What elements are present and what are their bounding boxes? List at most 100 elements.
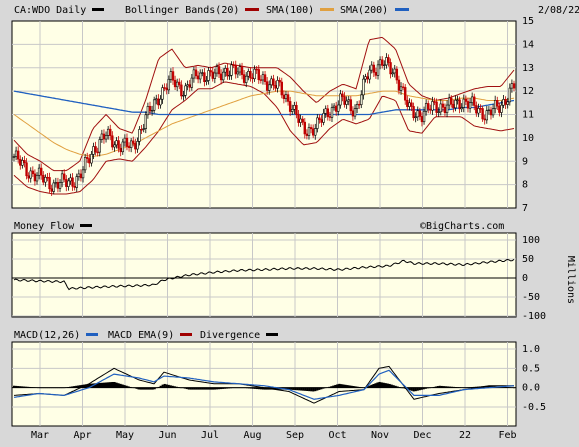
divergence-bar (484, 385, 488, 388)
candle-body (117, 140, 120, 149)
candle-body (54, 182, 58, 184)
divergence-bar (43, 387, 46, 389)
candle-body (146, 106, 150, 116)
divergence-bar (237, 387, 241, 389)
candle-body (249, 70, 252, 79)
divergence-bar (350, 385, 353, 388)
candle-body (498, 105, 501, 113)
candle-body (485, 110, 489, 121)
divergence-bar (183, 387, 186, 389)
divergence-bar (127, 386, 130, 388)
candle-body (144, 114, 147, 129)
candle-body (234, 64, 237, 75)
candle-body (150, 109, 154, 112)
price-tick-label: 10 (522, 133, 534, 144)
candle-body (324, 108, 327, 114)
divergence-bar (155, 387, 158, 389)
candle-body (460, 107, 463, 110)
candle-body (506, 101, 509, 105)
macd-tick-label: 1.0 (522, 344, 540, 355)
candle-body (272, 78, 275, 86)
price-tick-label: 11 (522, 110, 534, 121)
x-axis: Mar Apr May Jun Jul Aug Sep Oct Nov Dec 22 Feb (31, 430, 517, 441)
candle-body (318, 117, 321, 120)
divergence-bar (261, 387, 265, 390)
divergence-bar (29, 386, 32, 388)
divergence-bar (320, 387, 323, 390)
divergence-bar (37, 387, 40, 389)
divergence-bar (314, 387, 317, 392)
divergence-bar (227, 387, 231, 389)
divergence-bar (95, 383, 98, 388)
date-label: 2/08/22 (538, 5, 579, 16)
divergence-bar (326, 387, 329, 388)
candle-body (123, 137, 127, 143)
candle-body (395, 68, 399, 81)
divergence-bar (159, 385, 162, 388)
candle-body (462, 98, 465, 108)
x-tick-label: Dec (413, 430, 431, 441)
candle-body (502, 99, 505, 106)
price-tick-label: 7 (522, 203, 528, 214)
candle-body (288, 101, 292, 112)
divergence-bar (255, 387, 259, 390)
divergence-bar (219, 387, 223, 390)
candle-body (416, 110, 419, 118)
divergence-bar (69, 386, 72, 388)
candle-body (102, 133, 106, 140)
candle-body (268, 84, 271, 91)
divergence-bar (378, 381, 381, 388)
candle-body (504, 99, 507, 105)
macd-ema-line (13, 369, 515, 400)
candle-body (456, 99, 459, 101)
divergence-bar (243, 387, 247, 389)
divergence-bar (129, 386, 132, 388)
divergence-swatch (180, 333, 192, 336)
divergence-bar (61, 387, 64, 389)
candle-body (303, 121, 306, 135)
candle-body (305, 133, 309, 136)
candle-body (309, 127, 313, 130)
candle-body (142, 128, 145, 130)
money-flow-tick-label: -100 (522, 311, 546, 322)
divergence-bar (249, 387, 253, 389)
divergence-bar (513, 387, 516, 389)
macd-ema-swatch (86, 333, 98, 336)
divergence-bar (235, 387, 239, 389)
divergence-bar (334, 384, 337, 388)
candle-body (184, 85, 187, 96)
divergence-bar (55, 387, 58, 389)
divergence-bar (205, 387, 208, 390)
candle-body (466, 101, 470, 109)
candle-body (180, 84, 183, 97)
divergence-bar (460, 387, 463, 388)
candle-body (383, 64, 386, 67)
candle-body (69, 177, 72, 182)
candle-body (171, 71, 175, 81)
candle-body (496, 100, 499, 107)
candle-body (280, 81, 283, 96)
watermark: ©BigCharts.com (420, 221, 504, 232)
candle-body (301, 118, 304, 123)
divergence-bar (211, 387, 214, 390)
divergence-bar (388, 383, 391, 388)
divergence-bar (296, 387, 299, 391)
divergence-bar (356, 386, 359, 388)
macd-ema-legend-label: MACD EMA(9) (108, 330, 174, 341)
divergence-bar (107, 382, 110, 388)
candle-body (326, 108, 330, 117)
candle-body (178, 81, 181, 86)
divergence-bar (73, 386, 76, 388)
divergence-bar (298, 387, 301, 391)
candle-body (136, 141, 139, 150)
divergence-bar (97, 383, 100, 388)
divergence-bar (187, 387, 190, 390)
candle-body (343, 96, 346, 105)
candle-body (35, 174, 39, 182)
divergence-bar (257, 387, 261, 390)
divergence-bar (456, 387, 459, 388)
divergence-bar (137, 387, 140, 390)
divergence-bar (336, 384, 339, 388)
candle-body (489, 109, 493, 116)
candle-body (240, 66, 244, 75)
